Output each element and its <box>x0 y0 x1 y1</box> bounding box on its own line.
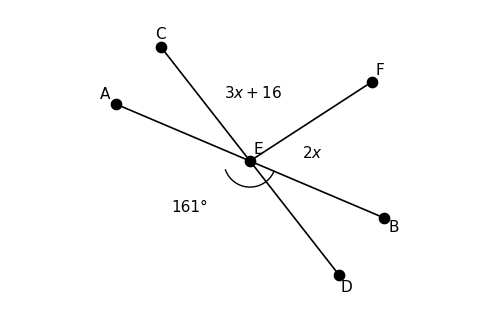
Text: B: B <box>388 220 399 235</box>
Point <box>368 80 376 85</box>
Text: $3x + 16$: $3x + 16$ <box>224 85 282 101</box>
Text: 161°: 161° <box>171 200 208 215</box>
Text: E: E <box>253 142 262 157</box>
Text: $2x$: $2x$ <box>302 146 322 162</box>
Point <box>112 102 120 107</box>
Text: A: A <box>100 87 110 102</box>
Point <box>156 44 164 49</box>
Point <box>336 273 344 278</box>
Text: C: C <box>156 27 166 42</box>
Text: F: F <box>376 63 384 78</box>
Text: D: D <box>340 280 352 295</box>
Point <box>380 215 388 220</box>
Point <box>246 158 254 164</box>
